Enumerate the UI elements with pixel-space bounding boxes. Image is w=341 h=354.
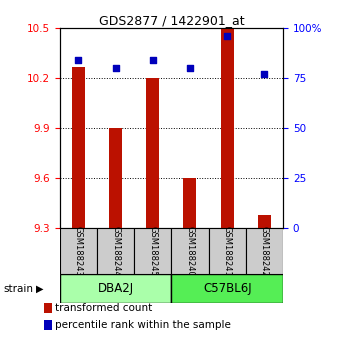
Text: strain: strain — [3, 284, 33, 293]
Point — [150, 57, 155, 63]
Point — [76, 57, 81, 63]
Bar — [258, 215, 271, 228]
Text: transformed count: transformed count — [55, 303, 152, 313]
Title: GDS2877 / 1422901_at: GDS2877 / 1422901_at — [99, 14, 244, 27]
Bar — [246, 228, 283, 274]
Text: C57BL6J: C57BL6J — [203, 282, 252, 295]
Bar — [72, 67, 85, 228]
Bar — [60, 228, 97, 274]
Bar — [134, 228, 171, 274]
Point — [224, 34, 230, 39]
Text: GSM188242: GSM188242 — [260, 226, 269, 277]
Text: GSM188243: GSM188243 — [74, 226, 83, 277]
Bar — [60, 274, 172, 303]
Bar — [171, 274, 283, 303]
Bar — [171, 228, 209, 274]
Point — [262, 72, 267, 77]
Bar — [183, 178, 196, 228]
Text: GSM188241: GSM188241 — [223, 226, 232, 277]
Text: ▶: ▶ — [36, 284, 43, 293]
Point — [113, 65, 118, 71]
Bar — [146, 78, 159, 228]
Bar — [97, 228, 134, 274]
Text: DBA2J: DBA2J — [98, 282, 134, 295]
Bar — [109, 128, 122, 228]
Text: percentile rank within the sample: percentile rank within the sample — [55, 320, 231, 330]
Text: GSM188240: GSM188240 — [186, 226, 194, 277]
Point — [187, 65, 193, 71]
Bar — [209, 228, 246, 274]
Text: GSM188245: GSM188245 — [148, 226, 157, 277]
Bar — [221, 28, 234, 228]
Text: GSM188244: GSM188244 — [111, 226, 120, 277]
